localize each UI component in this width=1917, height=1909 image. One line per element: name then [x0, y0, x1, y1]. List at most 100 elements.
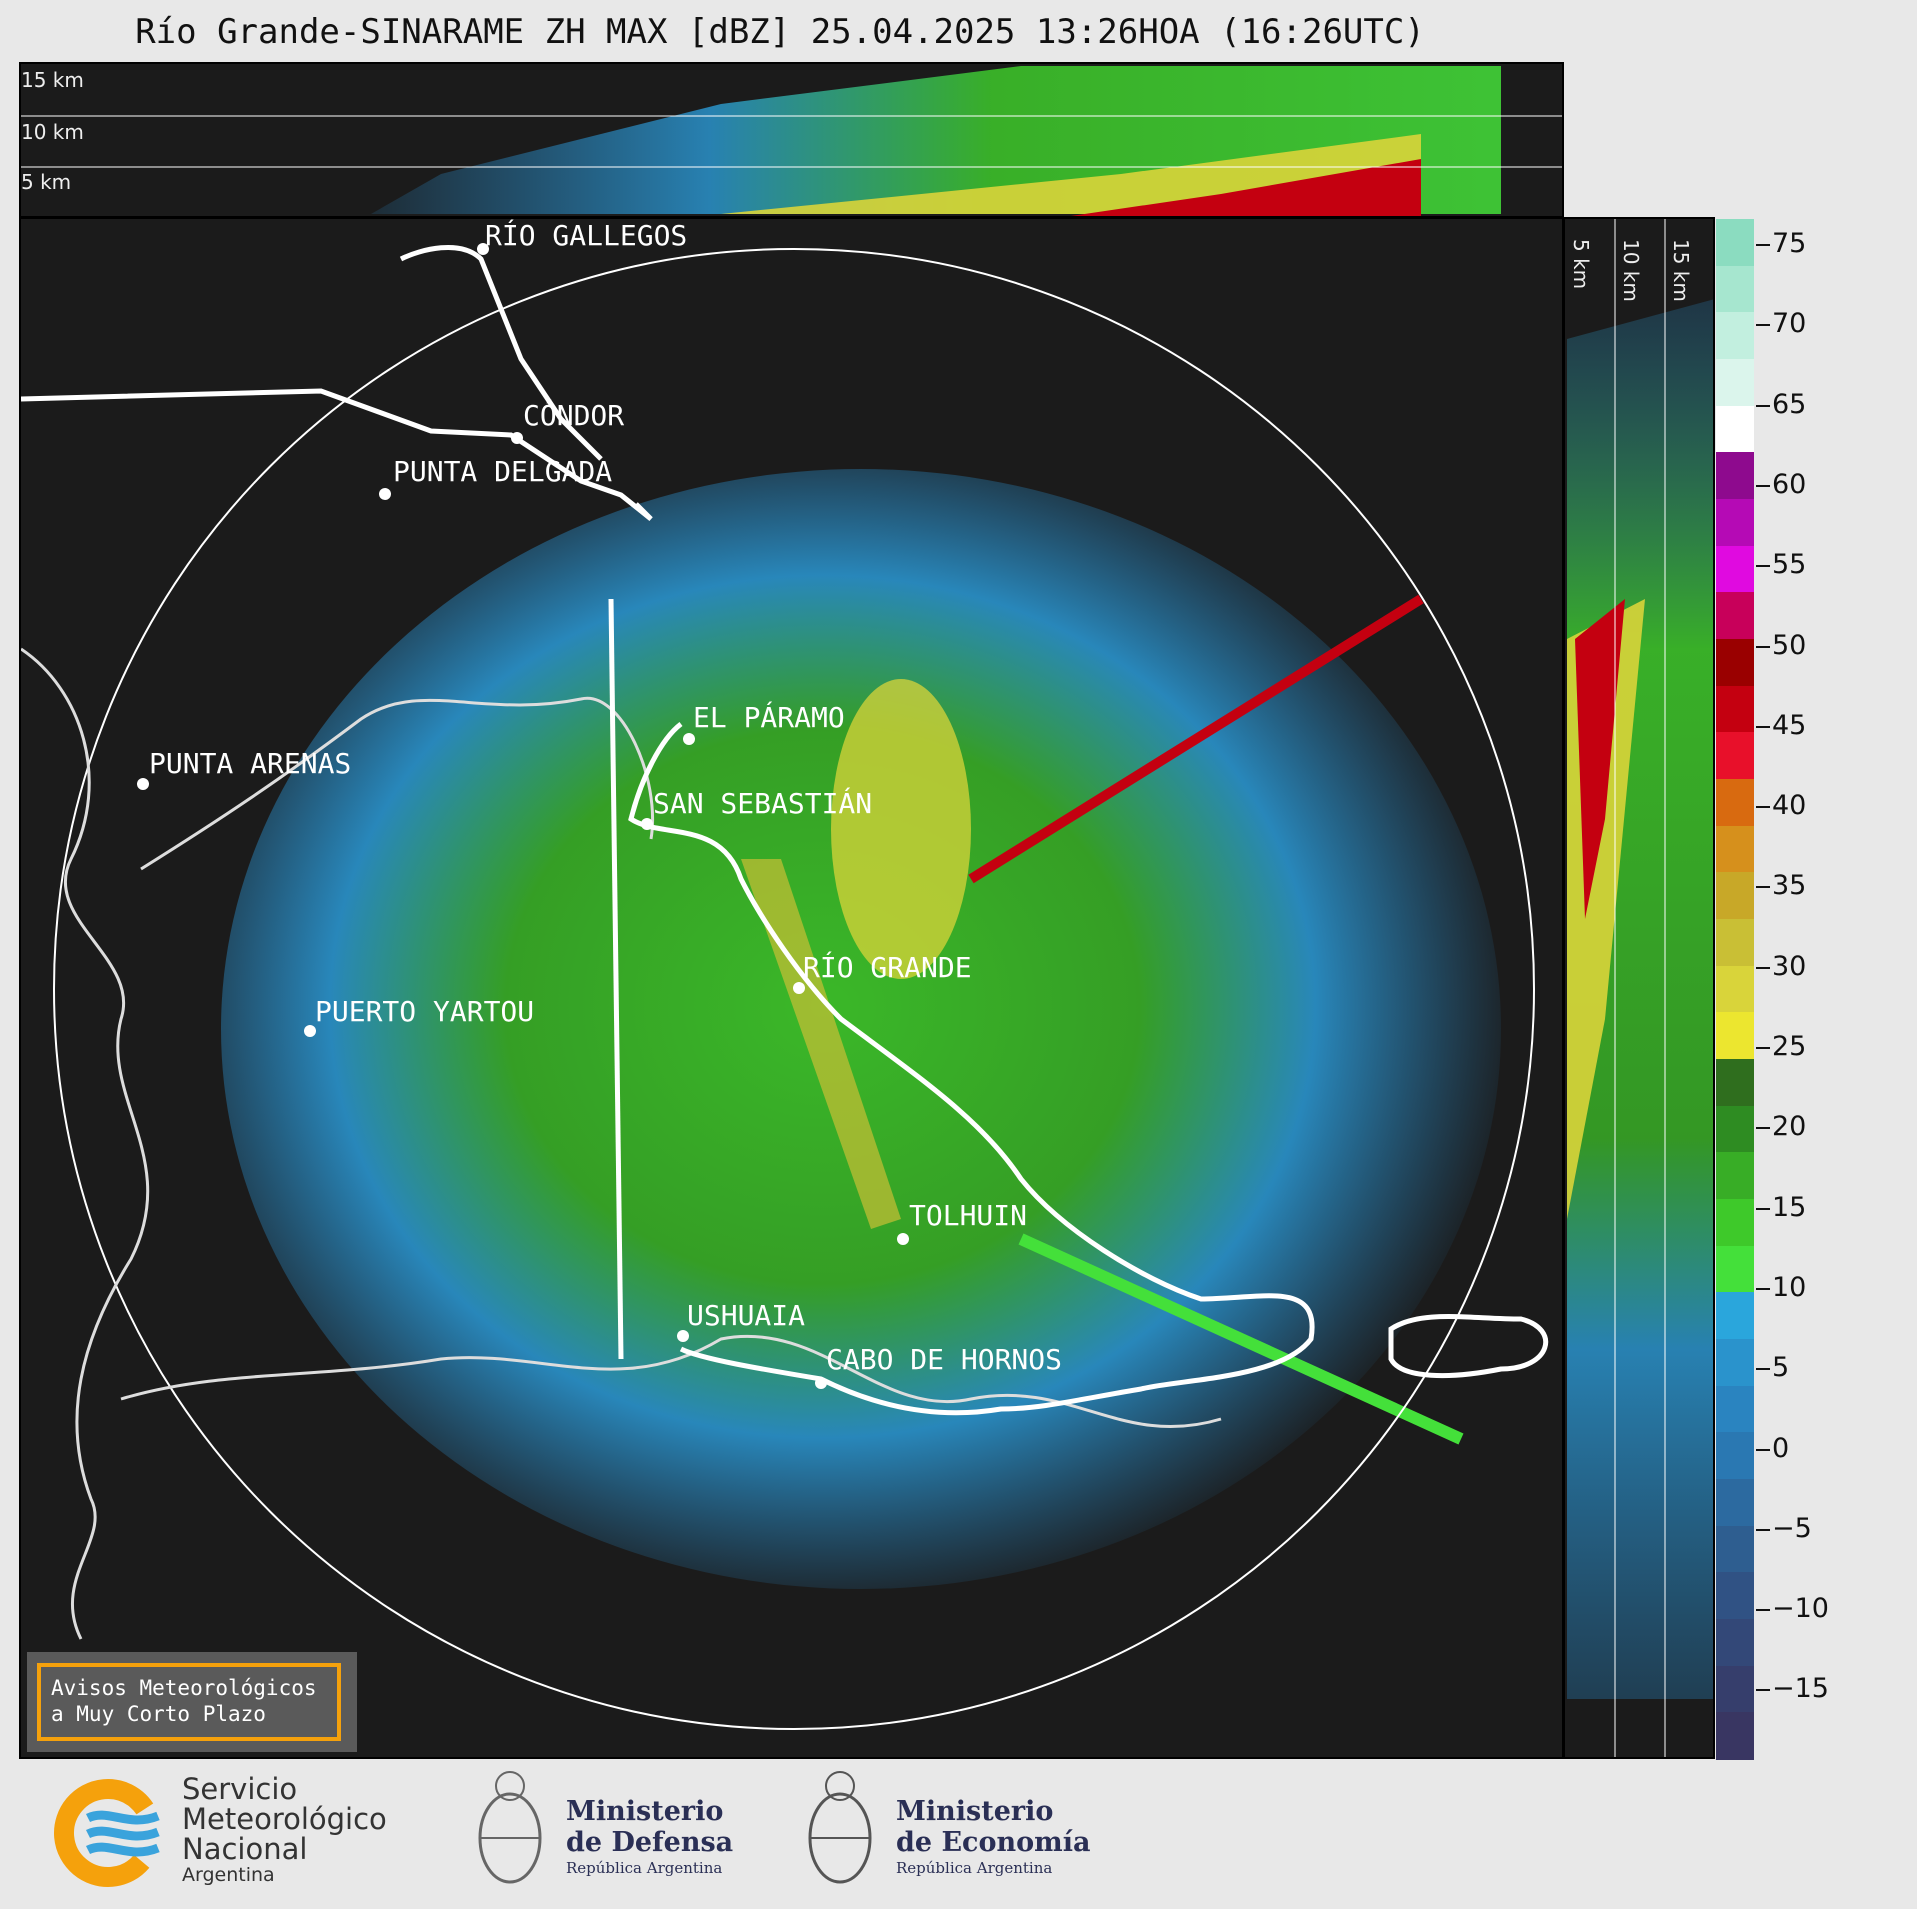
coast-atlantic	[628, 722, 1315, 1416]
side-alt-label-10: 10 km	[1619, 239, 1643, 302]
colorbar-tick-label: 55	[1772, 549, 1807, 581]
city-dot-san-sebastian	[641, 818, 653, 830]
colorbar-tick-mark	[1756, 244, 1770, 246]
warning-line-1: Avisos Meteorológicos	[51, 1676, 317, 1700]
colorbar-swatch	[1716, 1012, 1754, 1060]
top-echo-max	[1071, 159, 1421, 216]
city-dot-rio-grande	[793, 982, 805, 994]
colorbar-swatch	[1716, 1245, 1754, 1294]
colorbar-swatch	[1716, 1292, 1754, 1340]
coast-island-south	[120, 1334, 1222, 1429]
city-dot-ushuaia	[677, 1330, 689, 1342]
economia-coat-of-arms	[800, 1762, 880, 1898]
smn-line4: Argentina	[182, 1864, 275, 1886]
warning-line-2: a Muy Corto Plazo	[51, 1702, 266, 1726]
city-label-rio-grande: RÍO GRANDE	[803, 951, 972, 984]
side-cross-section-panel: 5 km 10 km 15 km	[1563, 217, 1715, 1759]
colorbar-tick-mark	[1756, 484, 1770, 487]
colorbar-tick-label: 30	[1772, 950, 1807, 982]
colorbar-tick-label: 50	[1772, 629, 1807, 661]
border-chile-argentina	[608, 598, 624, 1360]
defensa-logo-text: Ministerio de Defensa República Argentin…	[566, 1796, 733, 1878]
colorbar-swatch	[1716, 1572, 1754, 1620]
colorbar-tick-mark	[1756, 966, 1770, 969]
coast-staten-island	[1388, 1314, 1549, 1379]
economia-line2: de Economía	[896, 1827, 1091, 1858]
colorbar-swatch	[1716, 592, 1754, 640]
city-dot-tolhuin	[897, 1233, 909, 1245]
echo-red-spike	[968, 594, 1424, 884]
colorbar-tick-mark	[1756, 1689, 1770, 1692]
smn-logo-icon	[54, 1779, 162, 1887]
side-alt-label-15: 15 km	[1669, 239, 1693, 302]
colorbar-tick-mark	[1756, 806, 1770, 809]
colorbar-tick-mark	[1756, 404, 1770, 407]
colorbar-swatch	[1716, 1432, 1754, 1480]
colorbar-swatch	[1716, 312, 1754, 360]
colorbar-swatch	[1716, 872, 1754, 920]
colorbar-tick-mark	[1756, 1127, 1770, 1130]
top-alt-label-5: 5 km	[21, 170, 72, 194]
border-gallegos-coast	[399, 244, 603, 461]
top-alt-label-15: 15 km	[21, 68, 84, 92]
colorbar-tick-label: −10	[1772, 1593, 1829, 1625]
colorbar-swatch	[1716, 1525, 1754, 1574]
city-label-condor: CÓNDOR	[523, 399, 625, 432]
coat-of-arms-icon	[478, 1771, 542, 1884]
top-cross-section-plot	[21, 66, 1562, 216]
colorbar-tick-label: 25	[1772, 1031, 1807, 1062]
colorbar-tick-label: −5	[1772, 1512, 1812, 1544]
colorbar-swatch	[1716, 1105, 1754, 1154]
city-label-ushuaia: USHUAIA	[687, 1299, 806, 1332]
city-label-el-paramo: EL PÁRAMO	[693, 701, 845, 734]
colorbar-swatch	[1716, 1665, 1754, 1714]
city-dot-rio-gallegos	[477, 243, 489, 255]
colorbar-swatch	[1716, 919, 1754, 967]
colorbar-tick-label: 0	[1772, 1432, 1790, 1464]
colorbar-swatch	[1716, 639, 1754, 687]
colorbar-swatch	[1716, 452, 1754, 500]
economia-line1: Ministerio	[896, 1796, 1054, 1827]
radar-map-panel: RÍO GALLEGOS CÓNDOR PUNTA DELGADA PUNTA …	[19, 217, 1564, 1759]
city-dot-punta-arenas	[137, 778, 149, 790]
colorbar-tick-mark	[1756, 324, 1770, 327]
colorbar-tick-label: 40	[1772, 790, 1807, 822]
city-dot-condor	[511, 432, 523, 444]
side-echo-max	[1575, 599, 1625, 919]
colorbar-tick-mark	[1756, 1287, 1770, 1290]
colorbar-tick-label: 45	[1772, 709, 1807, 741]
smn-logo-text: Servicio Meteorológico Nacional Argentin…	[182, 1774, 387, 1886]
city-label-cabo-de-hornos: CABO DE HORNOS	[826, 1343, 1063, 1376]
city-label-san-sebastian: SAN SEBASTIÁN	[653, 787, 873, 820]
colorbar-swatch	[1716, 1619, 1754, 1667]
colorbar-swatch	[1716, 359, 1754, 407]
colorbar-tick-mark	[1756, 886, 1770, 889]
colorbar-tick-mark	[1756, 1609, 1770, 1612]
city-dot-cabo-de-hornos	[815, 1377, 827, 1389]
city-label-punta-delgada: PUNTA DELGADA	[393, 455, 613, 488]
borders	[21, 244, 1549, 1416]
colorbar-tick-label: 60	[1772, 468, 1807, 500]
map-title: Río Grande-SINARAME ZH MAX [dBZ] 25.04.2…	[135, 12, 1425, 52]
radar-map-plot	[21, 244, 1549, 1730]
smn-line2: Meteorológico	[182, 1802, 387, 1836]
colorbar-swatch	[1716, 545, 1754, 594]
side-alt-label-5: 5 km	[1569, 239, 1593, 290]
colorbar-tick-mark	[1756, 1448, 1770, 1451]
colorbar-swatch	[1716, 1199, 1754, 1247]
coast-west	[21, 647, 150, 1640]
coastlines	[21, 647, 1222, 1640]
top-alt-label-10: 10 km	[21, 120, 84, 144]
smn-line1: Servicio	[182, 1772, 298, 1806]
colorbar-tick-mark	[1756, 1368, 1770, 1371]
colorbar-tick-label: 15	[1772, 1191, 1807, 1223]
smn-line3: Nacional	[182, 1832, 308, 1866]
colorbar-tick-label: 5	[1772, 1352, 1790, 1384]
top-cross-section-panel: 15 km 10 km 5 km	[19, 62, 1564, 218]
city-label-tolhuin: TOLHUIN	[909, 1199, 1028, 1232]
colorbar-tick-mark	[1756, 725, 1770, 728]
coat-of-arms-icon	[808, 1771, 872, 1884]
colorbar-tick-mark	[1756, 565, 1770, 568]
colorbar-swatch	[1716, 779, 1754, 827]
colorbar-swatch	[1716, 732, 1754, 780]
